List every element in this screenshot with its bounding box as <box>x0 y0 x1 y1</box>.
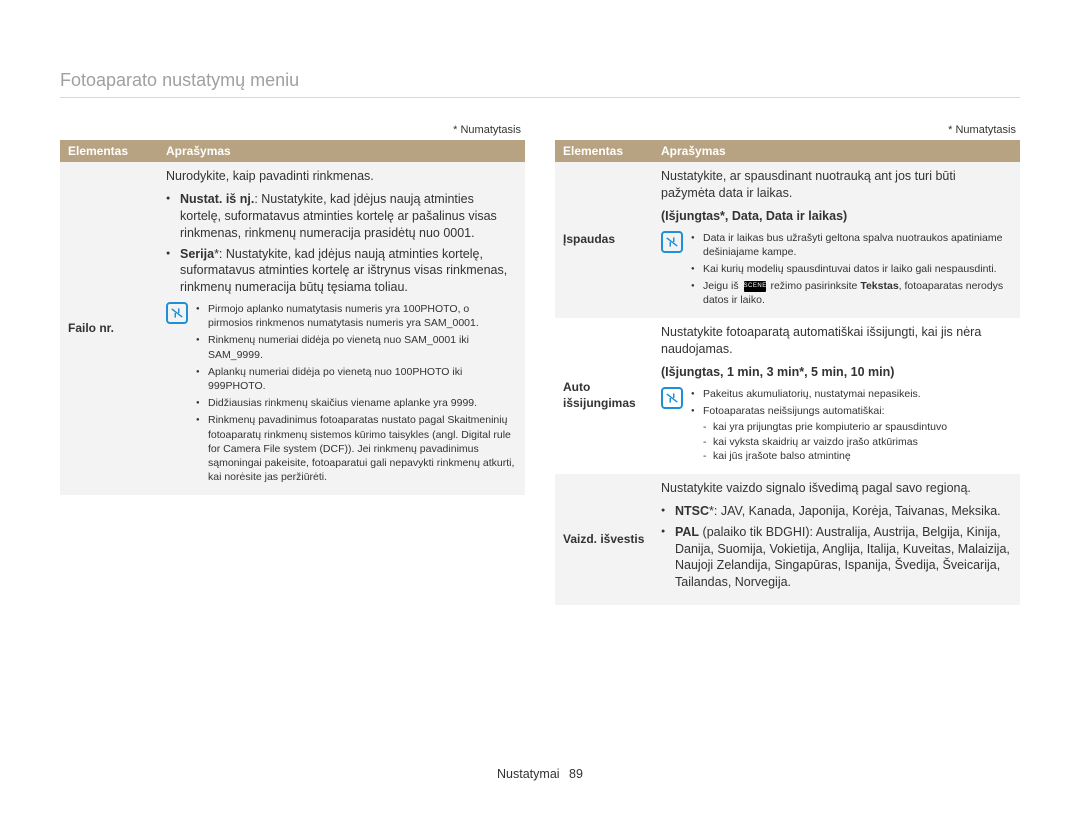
auto-note: Pakeitus akumuliatorių, nustatymai nepas… <box>661 387 1012 466</box>
row-vaizd: Vaizd. išvestis Nustatykite vaizdo signa… <box>555 474 1020 605</box>
th-element-right: Elementas <box>555 140 653 162</box>
failo-note4: Didžiausias rinkmenų skaičius viename ap… <box>196 396 517 410</box>
isp-n3-bold: Tekstas <box>860 280 898 292</box>
ispaudas-options-text: Išjungtas*, Data, Data ir laikas <box>665 209 843 223</box>
failo-b2-rest: *: Nustatykite, kad įdėjus naują atminti… <box>180 247 507 295</box>
th-description-left: Aprašymas <box>158 140 525 162</box>
failo-note2: Rinkmenų numeriai didėja po vienetą nuo … <box>196 333 517 361</box>
page-number: 89 <box>569 767 583 781</box>
default-note-left: * Numatytasis <box>60 124 525 136</box>
failo-b2-lead: Serija <box>180 247 214 261</box>
rowdesc-ispaudas: Nustatykite, ar spausdinant nuotrauką an… <box>653 162 1020 318</box>
vaizd-b1-lead: NTSC <box>675 504 709 518</box>
ispaudas-desc: Nustatykite, ar spausdinant nuotrauką an… <box>661 168 1012 202</box>
rowlabel-auto: Auto išsijungimas <box>555 318 653 473</box>
scene-icon: SCENE <box>744 281 766 292</box>
failo-note3: Aplankų numeriai didėja po vienetą nuo 1… <box>196 365 517 393</box>
row-auto: Auto išsijungimas Nustatykite fotoaparat… <box>555 318 1020 473</box>
ispaudas-note: Data ir laikas bus užrašyti geltona spal… <box>661 231 1012 311</box>
th-description-right: Aprašymas <box>653 140 1020 162</box>
page-title: Fotoaparato nustatymų meniu <box>60 70 1020 98</box>
failo-b1: Nustat. iš nj.: Nustatykite, kad įdėjus … <box>166 191 517 242</box>
row-ispaudas: Įspaudas Nustatykite, ar spausdinant nuo… <box>555 162 1020 318</box>
auto-sublist: kai yra prijungtas prie kompiuterio ar s… <box>703 420 947 463</box>
rowdesc-failo-nr: Nurodykite, kaip pavadinti rinkmenas. Nu… <box>158 162 525 495</box>
auto-note2: Fotoaparatas neišsijungs automatiškai: k… <box>691 404 947 463</box>
rowdesc-vaizd: Nustatykite vaizdo signalo išvedimą paga… <box>653 474 1020 605</box>
ispaudas-note3: Jeigu iš SCENE režimo pasirinksite Tekst… <box>691 279 1012 307</box>
rowlabel-ispaudas: Įspaudas <box>555 162 653 318</box>
rowlabel-vaizd: Vaizd. išvestis <box>555 474 653 605</box>
auto-sub1: kai yra prijungtas prie kompiuterio ar s… <box>703 420 947 434</box>
isp-n3-a: Jeigu iš <box>703 280 739 292</box>
vaizd-desc: Nustatykite vaizdo signalo išvedimą paga… <box>661 480 1012 497</box>
auto-note1: Pakeitus akumuliatorių, nustatymai nepas… <box>691 387 947 401</box>
vaizd-bullets: NTSC*: JAV, Kanada, Japonija, Korėja, Ta… <box>661 503 1012 591</box>
right-table: Elementas Aprašymas Įspaudas Nustatykite… <box>555 140 1020 605</box>
failo-bullets: Nustat. iš nj.: Nustatykite, kad įdėjus … <box>166 191 517 296</box>
failo-note-list: Pirmojo aplanko numatytasis numeris yra … <box>196 302 517 487</box>
auto-options: (Išjungtas, 1 min, 3 min*, 5 min, 10 min… <box>661 364 1012 381</box>
note-icon <box>166 302 188 324</box>
manual-page: Fotoaparato nustatymų meniu * Numatytasi… <box>0 0 1080 815</box>
right-column: * Numatytasis Elementas Aprašymas Įspaud… <box>555 124 1020 605</box>
vaizd-b2: PAL (palaiko tik BDGHI): Australija, Aus… <box>661 524 1012 592</box>
left-column: * Numatytasis Elementas Aprašymas Failo … <box>60 124 525 605</box>
content-columns: * Numatytasis Elementas Aprašymas Failo … <box>60 124 1020 605</box>
vaizd-b1: NTSC*: JAV, Kanada, Japonija, Korėja, Ta… <box>661 503 1012 520</box>
page-footer: Nustatymai 89 <box>0 767 1080 781</box>
auto-sub3: kai jūs įrašote balso atmintinę <box>703 449 947 463</box>
default-note-right: * Numatytasis <box>555 124 1020 136</box>
failo-note5: Rinkmenų pavadinimus fotoaparatas nustat… <box>196 413 517 484</box>
failo-note1: Pirmojo aplanko numatytasis numeris yra … <box>196 302 517 330</box>
ispaudas-note1: Data ir laikas bus užrašyti geltona spal… <box>691 231 1012 259</box>
rowdesc-auto: Nustatykite fotoaparatą automatiškai išs… <box>653 318 1020 473</box>
row-failo-nr: Failo nr. Nurodykite, kaip pavadinti rin… <box>60 162 525 495</box>
vaizd-b1-rest: *: JAV, Kanada, Japonija, Korėja, Taivan… <box>709 504 1001 518</box>
isp-n3-b: režimo pasirinksite <box>770 280 857 292</box>
vaizd-b2-rest: (palaiko tik BDGHI): Australija, Austrij… <box>675 525 1010 590</box>
vaizd-b2-lead: PAL <box>675 525 699 539</box>
ispaudas-options: (Išjungtas*, Data, Data ir laikas) <box>661 208 1012 225</box>
footer-section: Nustatymai <box>497 767 560 781</box>
auto-sub2: kai vyksta skaidrių ar vaizdo įrašo atkū… <box>703 435 947 449</box>
th-element-left: Elementas <box>60 140 158 162</box>
failo-desc: Nurodykite, kaip pavadinti rinkmenas. <box>166 168 517 185</box>
failo-note: Pirmojo aplanko numatytasis numeris yra … <box>166 302 517 487</box>
note-icon <box>661 387 683 409</box>
failo-b2: Serija*: Nustatykite, kad įdėjus naują a… <box>166 246 517 297</box>
auto-note-list: Pakeitus akumuliatorių, nustatymai nepas… <box>691 387 947 466</box>
auto-note2-lead: Fotoaparatas neišsijungs automatiškai: <box>703 405 885 417</box>
auto-desc: Nustatykite fotoaparatą automatiškai išs… <box>661 324 1012 358</box>
left-table: Elementas Aprašymas Failo nr. Nurodykite… <box>60 140 525 495</box>
ispaudas-note2: Kai kurių modelių spausdintuvai datos ir… <box>691 262 1012 276</box>
ispaudas-note-list: Data ir laikas bus užrašyti geltona spal… <box>691 231 1012 311</box>
note-icon <box>661 231 683 253</box>
rowlabel-failo-nr: Failo nr. <box>60 162 158 495</box>
failo-b1-lead: Nustat. iš nj. <box>180 192 254 206</box>
auto-options-text: Išjungtas, 1 min, 3 min*, 5 min, 10 min <box>665 365 890 379</box>
